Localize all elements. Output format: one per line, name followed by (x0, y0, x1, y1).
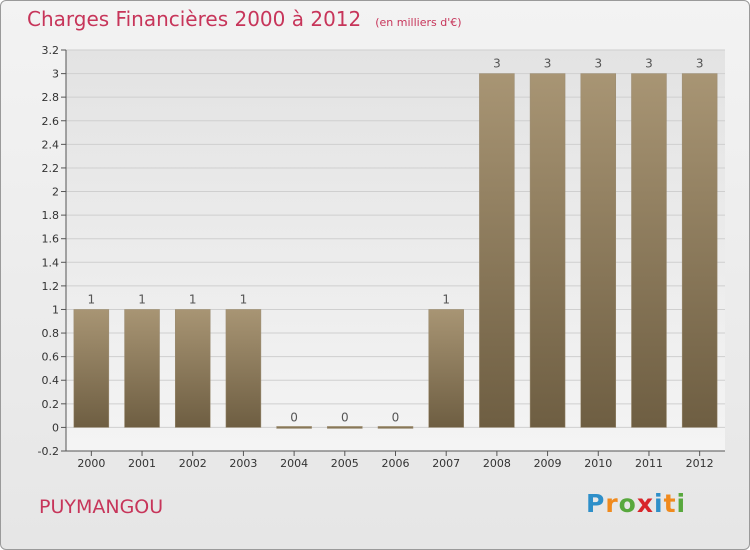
x-tick-label: 2004 (280, 457, 308, 470)
y-tick-label: 2.4 (42, 138, 60, 151)
bar (327, 426, 363, 429)
data-label: 1 (189, 292, 197, 306)
x-tick-label: 2001 (128, 457, 156, 470)
x-tick-label: 2008 (483, 457, 511, 470)
data-label: 3 (594, 57, 602, 71)
y-tick-label: 1.8 (42, 209, 60, 222)
y-tick-label: 0.2 (42, 398, 60, 411)
y-tick-label: 3 (52, 68, 59, 81)
plot-area (66, 50, 725, 451)
x-tick-label: 2007 (432, 457, 460, 470)
x-tick-label: 2012 (686, 457, 714, 470)
y-tick-label: 1.2 (42, 280, 60, 293)
logo-letter: r (605, 489, 619, 518)
bar (377, 426, 414, 429)
bar (631, 73, 667, 428)
y-tick-label: -0.2 (38, 445, 59, 458)
x-tick-label: 2003 (229, 457, 257, 470)
chart-subtitle: (en milliers d'€) (375, 16, 462, 29)
bar (174, 309, 211, 428)
x-tick-label: 2005 (331, 457, 359, 470)
x-tick-label: 2006 (382, 457, 410, 470)
logo-letter: P (586, 489, 606, 518)
data-label: 1 (240, 292, 248, 306)
y-tick-label: 2 (52, 186, 59, 199)
y-tick-label: 0.6 (42, 351, 60, 364)
logo-letter: t (663, 489, 677, 518)
x-tick-label: 2011 (635, 457, 663, 470)
chart-title: Charges Financières 2000 à 2012 (en milli… (27, 7, 462, 31)
data-label: 3 (544, 57, 552, 71)
data-label: 0 (392, 410, 400, 424)
title-text: Charges Financières 2000 à 2012 (27, 7, 362, 31)
x-tick-label: 2010 (584, 457, 612, 470)
y-tick-label: 2.2 (42, 162, 60, 175)
logo-letter: i (676, 489, 687, 518)
y-tick-label: 0.8 (42, 327, 60, 340)
x-axis: 2000 2001 2002 2003 2004 2005 2006 2007 2008 2009… (66, 450, 725, 470)
bar (73, 309, 110, 428)
bar (529, 73, 566, 428)
x-tick-label: 2009 (534, 457, 562, 470)
bar (428, 309, 464, 428)
commune-name: PUYMANGOU (39, 496, 164, 518)
y-tick-label: 0 (52, 421, 59, 434)
bar (124, 309, 160, 428)
x-tick-label: 2000 (77, 457, 105, 470)
y-axis: -0.2 0 0.2 0.4 0.6 0.8 1 1.2 1.4 1.6 1.8 2 2.2 2.4 2.6… (38, 44, 67, 458)
data-label: 3 (645, 57, 653, 71)
bar (681, 73, 718, 428)
logo-letter: i (654, 489, 664, 518)
y-tick-label: 0.4 (42, 374, 60, 387)
proxiti-logo: Proxiti (586, 489, 686, 518)
bar (479, 73, 515, 428)
bar (580, 73, 617, 428)
data-label: 1 (138, 292, 146, 306)
y-tick-label: 1.6 (42, 233, 60, 246)
y-tick-label: 2.8 (42, 91, 60, 104)
data-label: 3 (696, 57, 704, 71)
data-label: 1 (442, 292, 450, 306)
logo-letter: o (618, 489, 637, 518)
data-label: 1 (88, 292, 96, 306)
y-tick-label: 2.6 (42, 115, 60, 128)
data-label: 3 (493, 57, 501, 71)
bars: 1 1 1 1 0 0 0 1 3 3 3 3 3 (73, 57, 718, 429)
y-tick-label: 3.2 (42, 44, 60, 57)
bar (225, 309, 262, 428)
logo-letter: x (636, 489, 654, 518)
data-label: 0 (290, 410, 298, 424)
bar (276, 426, 312, 429)
data-label: 0 (341, 410, 349, 424)
y-tick-label: 1.4 (42, 256, 60, 269)
y-tick-label: 1 (52, 303, 59, 316)
x-tick-label: 2002 (179, 457, 207, 470)
